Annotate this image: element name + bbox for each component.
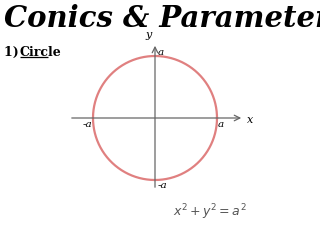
Text: -a: -a bbox=[82, 120, 92, 129]
Text: a: a bbox=[218, 120, 224, 129]
Text: y: y bbox=[146, 30, 152, 40]
Text: a: a bbox=[158, 48, 164, 57]
Text: 1): 1) bbox=[4, 46, 23, 59]
Text: x: x bbox=[247, 115, 253, 125]
Text: Circle: Circle bbox=[20, 46, 62, 59]
Text: $x^2 + y^2 = a^2$: $x^2 + y^2 = a^2$ bbox=[173, 202, 247, 222]
Text: -a: -a bbox=[158, 181, 168, 190]
Text: Conics & Parameters: Conics & Parameters bbox=[4, 4, 320, 33]
